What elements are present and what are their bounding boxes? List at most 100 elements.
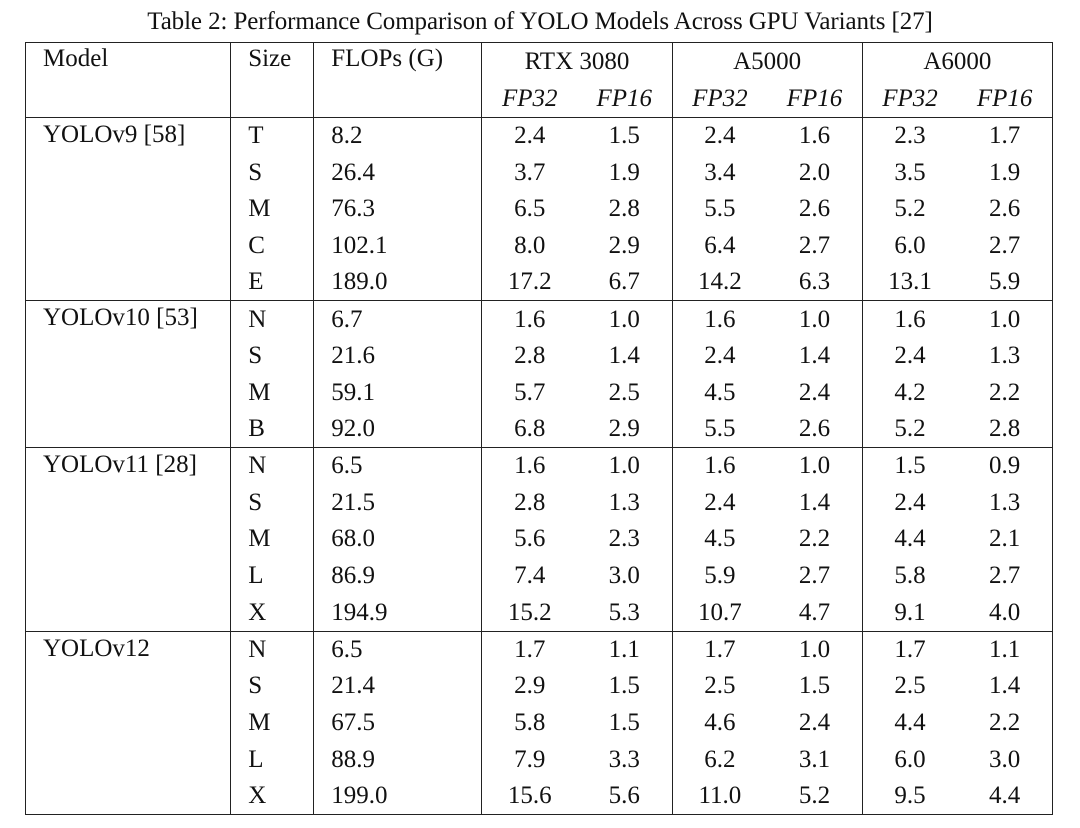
size-cell: M	[230, 521, 314, 558]
latency-cell: 1.9	[989, 158, 1021, 186]
header-gpu-rtx3080: RTX 3080	[481, 42, 673, 80]
header-precision: FP32	[861, 80, 958, 118]
latency-cell: 5.8	[481, 704, 577, 742]
latency-cell: 3.7	[481, 154, 577, 191]
latency-cell: 2.4	[671, 484, 768, 522]
size-cell: N	[230, 447, 314, 485]
latency-cell: 2.2	[989, 378, 1021, 406]
latency-cell: 2.4	[671, 337, 768, 375]
header-row-precision: FP32 FP16 FP32 FP16 FP32 FP16	[26, 80, 1053, 118]
size-cell: N	[230, 300, 314, 338]
latency-cell: 6.7	[608, 268, 640, 296]
performance-table: Model Size FLOPs (G) RTX 3080 A5000 A600…	[25, 42, 1053, 816]
table-row: M 67.5 5.8 1.5 4.6 2.4 4.4 2.2	[26, 704, 1053, 742]
flops-cell: 88.9	[313, 741, 482, 778]
latency-cell: 5.6	[481, 521, 577, 558]
latency-cell: 6.0	[861, 227, 958, 265]
latency-cell: 1.9	[608, 158, 640, 186]
size-cell: S	[230, 154, 314, 191]
latency-cell: 2.4	[798, 708, 831, 736]
latency-cell: 2.3	[861, 117, 958, 155]
latency-cell: 2.6	[989, 195, 1021, 223]
latency-cell: 1.6	[481, 447, 577, 485]
latency-cell: 4.4	[989, 781, 1021, 809]
header-precision: FP16	[786, 84, 843, 112]
latency-cell: 1.4	[608, 341, 640, 369]
latency-cell: 1.5	[798, 672, 831, 700]
size-cell: L	[230, 741, 314, 778]
flops-cell: 21.6	[313, 337, 482, 375]
size-cell: L	[230, 557, 314, 595]
size-cell: C	[230, 227, 314, 265]
latency-cell: 1.3	[989, 488, 1021, 516]
table-row: M 59.1 5.7 2.5 4.5 2.4 4.2 2.2	[26, 374, 1053, 411]
flops-cell: 102.1	[313, 227, 482, 265]
latency-cell: 5.8	[861, 557, 958, 595]
latency-cell: 2.4	[798, 378, 831, 406]
table-row: S 21.6 2.8 1.4 2.4 1.4 2.4 1.3	[26, 337, 1053, 375]
header-precision: FP16	[596, 84, 653, 112]
latency-cell: 4.2	[861, 374, 958, 411]
size-cell: X	[230, 777, 314, 815]
latency-cell: 1.0	[767, 300, 863, 338]
size-cell: T	[230, 117, 314, 155]
latency-cell: 2.3	[608, 525, 640, 553]
latency-cell: 1.0	[957, 300, 1053, 338]
flops-cell: 6.5	[313, 447, 482, 485]
latency-cell: 6.3	[798, 268, 831, 296]
flops-cell: 8.2	[313, 117, 482, 155]
flops-cell: 59.1	[313, 374, 482, 411]
flops-cell: 189.0	[313, 264, 482, 301]
latency-cell: 1.6	[671, 447, 768, 485]
latency-cell: 1.6	[671, 300, 768, 338]
latency-cell: 13.1	[861, 264, 958, 301]
latency-cell: 6.5	[481, 190, 577, 228]
latency-cell: 15.2	[481, 594, 577, 632]
latency-cell: 2.6	[798, 415, 831, 443]
latency-cell: 9.1	[861, 594, 958, 632]
latency-cell: 2.7	[989, 562, 1021, 590]
latency-cell: 2.7	[798, 231, 831, 259]
flops-cell: 86.9	[313, 557, 482, 595]
table-row: E 189.0 17.2 6.7 14.2 6.3 13.1 5.9	[26, 264, 1053, 301]
latency-cell: 2.2	[798, 525, 831, 553]
latency-cell: 0.9	[957, 447, 1053, 485]
latency-cell: 1.5	[608, 708, 640, 736]
latency-cell: 6.4	[671, 227, 768, 265]
size-cell: B	[230, 411, 314, 448]
latency-cell: 17.2	[481, 264, 577, 301]
latency-cell: 3.0	[989, 745, 1021, 773]
latency-cell: 2.2	[989, 708, 1021, 736]
latency-cell: 2.5	[671, 667, 768, 705]
latency-cell: 5.9	[671, 557, 768, 595]
size-cell: X	[230, 594, 314, 632]
size-cell: E	[230, 264, 314, 301]
header-gpu-a6000: A6000	[861, 42, 1053, 80]
latency-cell: 10.7	[671, 594, 768, 632]
flops-cell: 199.0	[313, 777, 482, 815]
size-cell: S	[230, 337, 314, 375]
latency-cell: 5.2	[861, 411, 958, 448]
size-cell: M	[230, 374, 314, 411]
latency-cell: 1.5	[577, 117, 673, 155]
header-precision: FP32	[671, 80, 768, 118]
latency-cell: 1.0	[577, 300, 673, 338]
latency-cell: 2.6	[798, 195, 831, 223]
latency-cell: 1.0	[767, 447, 863, 485]
latency-cell: 3.5	[861, 154, 958, 191]
latency-cell: 15.6	[481, 777, 577, 815]
latency-cell: 5.2	[798, 781, 831, 809]
latency-cell: 1.4	[798, 341, 831, 369]
latency-cell: 2.4	[861, 484, 958, 522]
latency-cell: 4.5	[671, 374, 768, 411]
latency-cell: 4.5	[671, 521, 768, 558]
flops-cell: 6.7	[313, 300, 482, 338]
latency-cell: 1.7	[861, 630, 958, 668]
flops-cell: 76.3	[313, 190, 482, 228]
latency-cell: 1.0	[577, 447, 673, 485]
flops-cell: 194.9	[313, 594, 482, 632]
table-row: YOLOv9 [58] T 8.2 2.4 1.5 2.4 1.6 2.3 1.7	[25, 116, 1053, 301]
table-row: X 199.0 15.6 5.6 11.0 5.2 9.5 4.4	[26, 777, 1053, 815]
latency-cell: 1.4	[798, 488, 831, 516]
flops-cell: 21.4	[313, 667, 482, 705]
